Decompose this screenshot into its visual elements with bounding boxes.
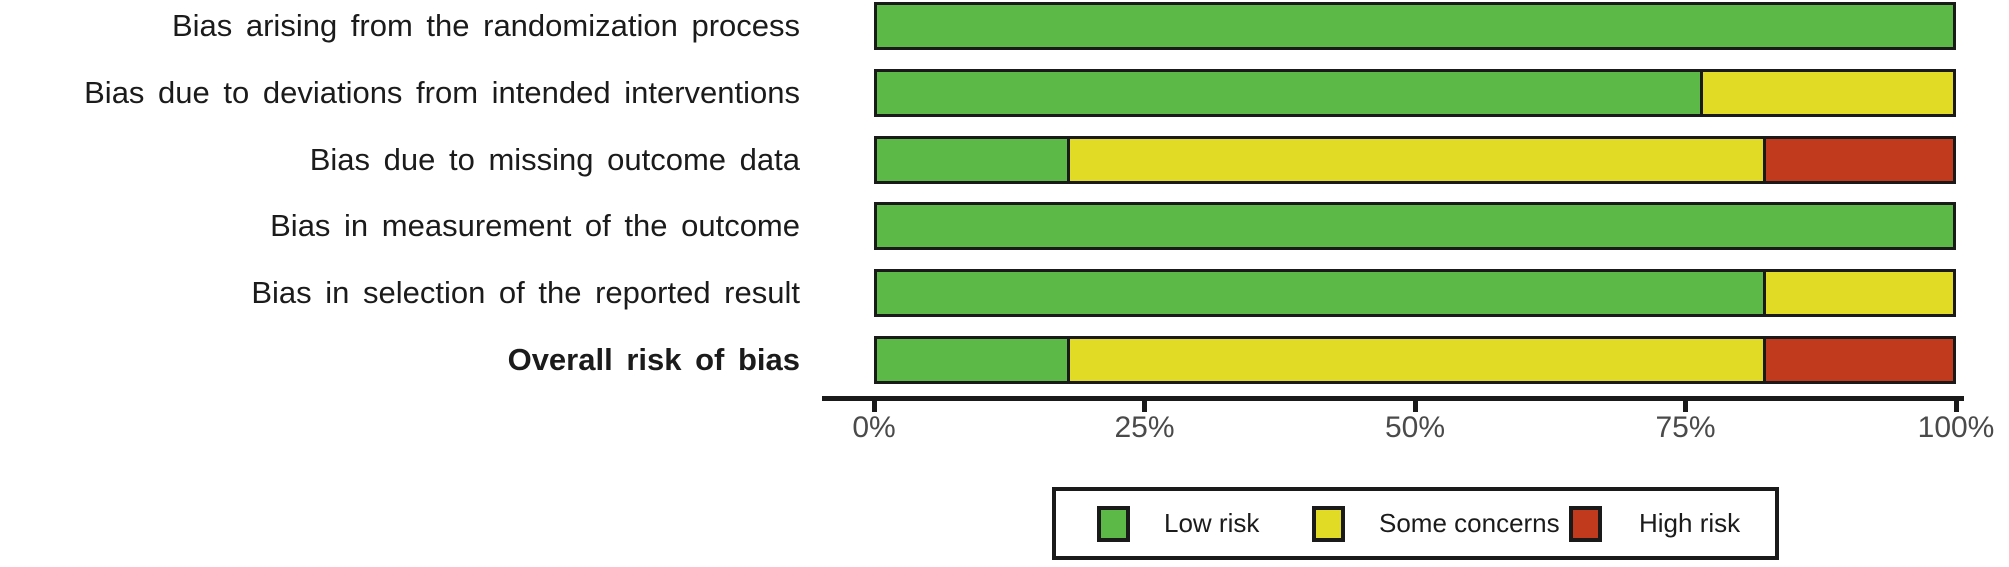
category-label-bias-in-measurement-of-the-outcome: Bias in measurement of the outcome xyxy=(270,208,800,243)
category-label-bias-due-to-missing-outcome-data: Bias due to missing outcome data xyxy=(309,142,800,177)
bar-segment-low-risk xyxy=(877,205,1953,247)
legend-item-low-risk: Low risk xyxy=(1097,491,1259,556)
x-axis-tick-0 xyxy=(871,400,877,412)
legend-label-low-risk: Low risk xyxy=(1164,508,1260,538)
legend-swatch-high-risk xyxy=(1569,505,1602,542)
category-label-bias-in-selection-of-the-reported-result: Bias in selection of the reported result xyxy=(251,275,800,310)
legend-label-high-risk: High risk xyxy=(1639,508,1741,538)
x-axis-tick-50 xyxy=(1412,400,1418,412)
legend-box: Low risk Some concerns High risk xyxy=(1052,487,1779,560)
category-label-overall-risk-of-bias: Overall risk of bias xyxy=(507,342,800,377)
legend-swatch-some-concerns xyxy=(1312,505,1345,542)
x-axis-tick-75 xyxy=(1683,400,1688,412)
bar-segment-low-risk xyxy=(877,72,1700,114)
x-axis-tick-100 xyxy=(1953,400,1959,412)
bar-segment-low-risk xyxy=(877,272,1764,314)
risk-bar-overall-risk-of-bias xyxy=(874,336,1956,384)
x-axis-tick-label-100: 100% xyxy=(1917,411,1995,444)
legend-swatch-low-risk xyxy=(1097,505,1130,542)
category-labels: Bias arising from the randomization proc… xyxy=(0,0,800,400)
legend-item-high-risk: High risk xyxy=(1569,491,1740,556)
x-axis-tick-label-75: 75% xyxy=(1655,411,1716,444)
legend-label-some-concerns: Some concerns xyxy=(1379,508,1560,538)
risk-bar-bias-due-to-missing-outcome-data xyxy=(874,136,1956,184)
bars-panel xyxy=(874,0,1956,400)
risk-bar-bias-in-measurement-of-the-outcome xyxy=(874,202,1956,250)
bar-segment-low-risk xyxy=(877,339,1067,381)
bar-segment-some-concerns xyxy=(1066,139,1764,181)
legend-item-some-concerns: Some concerns xyxy=(1312,491,1560,556)
x-axis-tick-label-50: 50% xyxy=(1384,411,1446,444)
x-axis-tick-label-0: 0% xyxy=(852,411,896,444)
x-axis-tick-25 xyxy=(1142,400,1147,412)
x-axis-tick-label-25: 25% xyxy=(1114,411,1175,444)
risk-bar-bias-arising-from-the-randomization-process xyxy=(874,2,1956,50)
risk-bar-bias-due-to-deviations-from-intended-interventions xyxy=(874,69,1956,117)
category-label-bias-due-to-deviations-from-intended-interventions: Bias due to deviations from intended int… xyxy=(84,75,800,110)
category-label-bias-arising-from-the-randomization-process: Bias arising from the randomization proc… xyxy=(171,8,800,43)
x-axis-line xyxy=(822,396,1964,401)
bar-segment-some-concerns xyxy=(1066,339,1764,381)
bar-segment-some-concerns xyxy=(1763,272,1953,314)
bar-segment-some-concerns xyxy=(1699,72,1953,114)
bar-segment-low-risk xyxy=(877,5,1953,47)
bar-segment-low-risk xyxy=(877,139,1067,181)
risk-bar-bias-in-selection-of-the-reported-result xyxy=(874,269,1956,317)
bar-segment-high-risk xyxy=(1763,339,1953,381)
bar-segment-high-risk xyxy=(1763,139,1953,181)
